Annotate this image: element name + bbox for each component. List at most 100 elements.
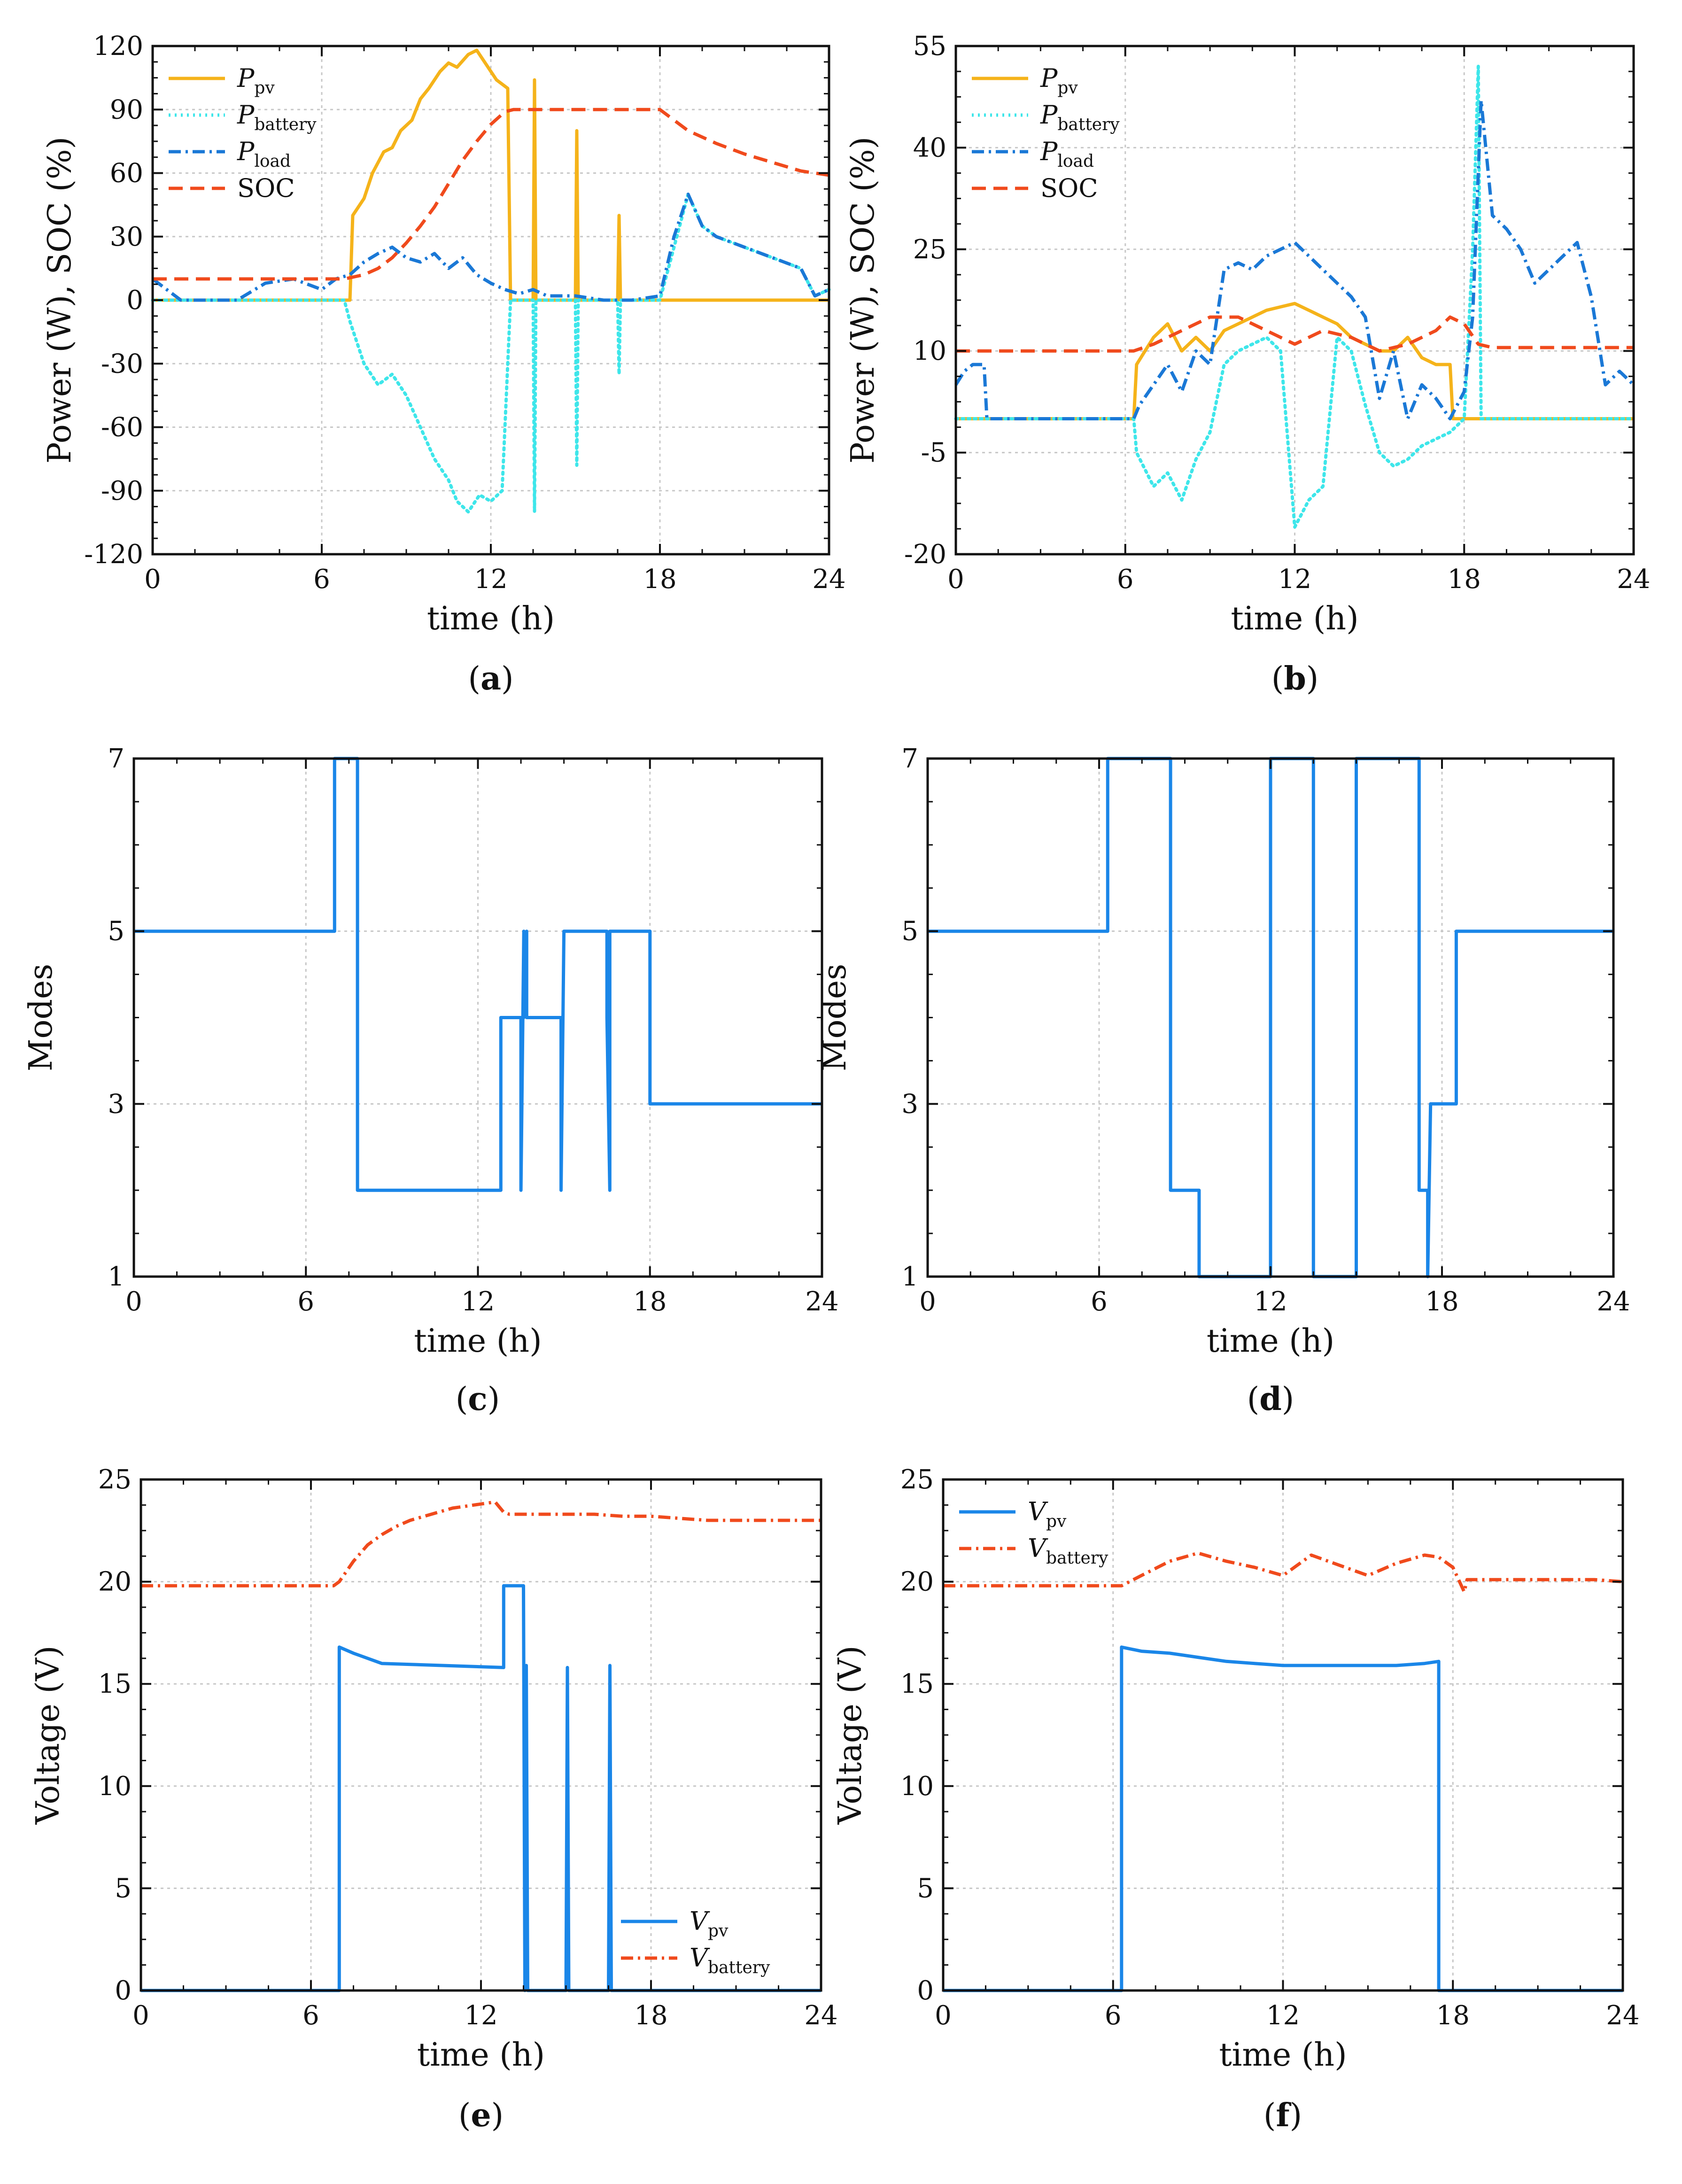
y-tick-label: -120 xyxy=(84,539,143,570)
legend-label-soc: SOC xyxy=(1040,173,1098,203)
x-tick-label: 0 xyxy=(947,564,964,595)
y-tick-label: 0 xyxy=(126,285,143,316)
x-tick-label: 0 xyxy=(144,564,161,595)
caption-open: ( xyxy=(456,1381,468,1418)
y-tick-label: 55 xyxy=(913,31,946,62)
panel-a: 0 6 12 18 24 -120 -90 -60 -30 0 30 60 90 120 time (h) P… xyxy=(41,31,846,697)
caption-open: ( xyxy=(1247,1381,1260,1418)
x-tick-label: 18 xyxy=(1448,564,1481,595)
y-tick-label: 120 xyxy=(93,31,143,62)
legend-main: P xyxy=(237,137,255,166)
legend-main: P xyxy=(237,100,255,130)
y-tick-label: 60 xyxy=(110,158,143,189)
y-tick-label: -90 xyxy=(101,476,143,506)
y-tick-label: 40 xyxy=(913,132,946,163)
legend-main: SOC xyxy=(237,173,295,203)
y-tick-label: 90 xyxy=(110,94,143,125)
x-tick-label: 6 xyxy=(302,2000,319,2031)
x-axis-label: time (h) xyxy=(1219,2037,1347,2074)
y-tick-label: 15 xyxy=(98,1669,132,1699)
panel-caption: (a) xyxy=(468,660,513,697)
legend-label-vbattery: Vbattery xyxy=(690,1943,770,1977)
x-tick-label: 18 xyxy=(633,1286,667,1317)
panel-caption: (f) xyxy=(1263,2097,1302,2134)
x-tick-label: 12 xyxy=(474,564,507,595)
legend-label-vpv: Vpv xyxy=(1028,1497,1067,1531)
y-tick-label: 5 xyxy=(108,916,124,947)
legend-main: SOC xyxy=(1040,173,1098,203)
y-tick-label: 25 xyxy=(98,1464,132,1495)
x-tick-label: 12 xyxy=(1266,2000,1300,2031)
legend-subscript: load xyxy=(1057,152,1094,171)
x-tick-label: 24 xyxy=(812,564,845,595)
y-tick-label: 10 xyxy=(900,1771,934,1802)
caption-close: ) xyxy=(488,1381,500,1418)
legend-label-vbattery: Vbattery xyxy=(1028,1533,1108,1568)
caption-open: ( xyxy=(458,2097,471,2134)
caption-letter: c xyxy=(468,1380,487,1418)
x-tick-label: 18 xyxy=(1425,1286,1458,1317)
y-axis-label: Modes xyxy=(816,964,853,1071)
x-axis-label: time (h) xyxy=(1207,1323,1334,1360)
x-tick-label: 24 xyxy=(804,2000,837,2031)
panel-caption: (e) xyxy=(458,2097,504,2134)
x-tick-label: 0 xyxy=(935,2000,952,2031)
series-line-mode xyxy=(134,757,822,1192)
legend-main: V xyxy=(1028,1533,1048,1563)
y-tick-label: -5 xyxy=(921,438,946,468)
gridlines xyxy=(141,1479,821,1990)
y-tick-label: 10 xyxy=(98,1771,132,1802)
panel-d: 0 6 12 18 24 1 3 5 7 time (h) Modes (d) xyxy=(816,743,1630,1418)
series-line-pv xyxy=(956,302,1634,420)
x-tick-label: 0 xyxy=(125,1286,142,1317)
series-line-soc xyxy=(956,315,1634,353)
legend-subscript: pv xyxy=(1057,78,1078,98)
y-tick-label: 3 xyxy=(108,1089,124,1119)
legend-label-vpv: Vpv xyxy=(690,1906,729,1941)
y-tick-label: 1 xyxy=(108,1262,124,1292)
y-tick-label: 10 xyxy=(913,336,946,366)
x-tick-label: 18 xyxy=(1436,2000,1470,2031)
y-tick-label: 30 xyxy=(110,222,143,252)
caption-letter: d xyxy=(1259,1380,1282,1418)
y-tick-label: 7 xyxy=(901,743,918,774)
x-tick-label: 0 xyxy=(919,1286,936,1317)
x-tick-label: 24 xyxy=(805,1286,838,1317)
caption-letter: f xyxy=(1276,2097,1291,2134)
panel-b: 0 6 12 18 24 -20 -5 10 25 40 55 time (h) Power (W), … xyxy=(845,31,1651,697)
caption-open: ( xyxy=(1271,660,1284,697)
caption-open: ( xyxy=(1263,2097,1276,2134)
legend-subscript: pv xyxy=(1046,1512,1067,1531)
y-tick-label: 1 xyxy=(901,1262,918,1292)
panel-caption: (c) xyxy=(456,1380,500,1418)
y-tick-label: 0 xyxy=(917,1975,934,2006)
legend-label-pv: Ppv xyxy=(237,63,275,98)
legend-subscript: battery xyxy=(1046,1549,1108,1568)
legend-subscript: pv xyxy=(254,78,275,98)
x-tick-label: 6 xyxy=(1117,564,1134,595)
legend-main: V xyxy=(1028,1497,1048,1526)
y-tick-label: 3 xyxy=(901,1089,918,1119)
x-tick-label: 12 xyxy=(464,2000,497,2031)
series-line-load xyxy=(954,98,1635,420)
y-tick-label: 0 xyxy=(115,1975,132,2006)
legend-subscript: battery xyxy=(1057,115,1120,134)
legend-label-load: Pload xyxy=(1040,137,1094,171)
x-axis-label: time (h) xyxy=(414,1323,542,1360)
series-line-battery xyxy=(954,64,1635,529)
panel-e: 0 6 12 18 24 0 5 10 15 20 25 time (h) Voltage (V) (e)… xyxy=(30,1464,838,2134)
x-tick-label: 24 xyxy=(1606,2000,1639,2031)
legend-label-battery: Pbattery xyxy=(1040,100,1120,134)
y-tick-label: 25 xyxy=(900,1464,934,1495)
caption-close: ) xyxy=(1290,2097,1302,2134)
y-tick-label: -20 xyxy=(904,539,946,570)
panel-f: 0 6 12 18 24 0 5 10 15 20 25 time (h) Voltage (V) (f)… xyxy=(832,1464,1640,2134)
legend-label-load: Pload xyxy=(237,137,291,171)
y-tick-label: 5 xyxy=(901,916,918,947)
x-tick-label: 6 xyxy=(313,564,330,595)
y-tick-label: -30 xyxy=(101,349,143,379)
